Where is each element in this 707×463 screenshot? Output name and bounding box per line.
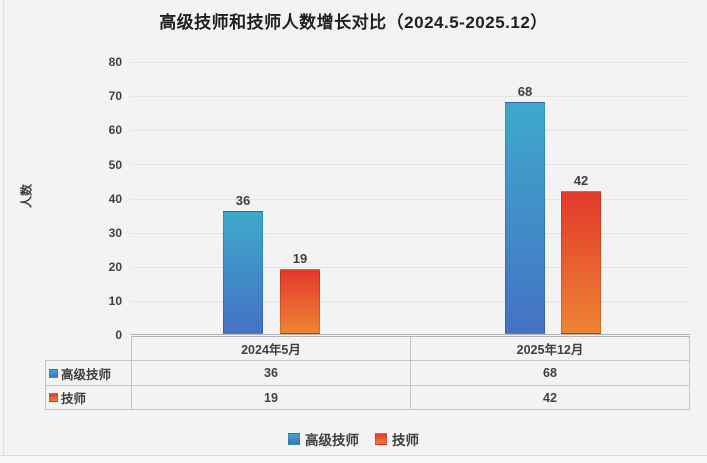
bar-technician-2025: [561, 191, 601, 334]
chart-legend: 高级技师 技师: [0, 429, 707, 449]
y-tick-80: 80: [108, 55, 122, 69]
gridline-30: [130, 233, 690, 234]
bar-label-technician-2024: 19: [292, 251, 308, 266]
data-table-value-technician-2025: 42: [410, 386, 690, 410]
legend-senior-swatch-icon: [288, 433, 300, 445]
data-table-value-technician-2024: 19: [131, 386, 410, 410]
data-table-value-senior-2024: 36: [131, 361, 410, 386]
legend-technician-label: 技师: [392, 433, 419, 448]
bar-group-senior-2024: 36: [223, 193, 263, 334]
chart-title: 高级技师和技师人数增长对比（2024.5-2025.12）: [159, 13, 548, 32]
y-tick-0: 0: [115, 328, 122, 342]
plot-area: 36 19 68 42: [130, 62, 690, 335]
data-table-corner-cell: [45, 336, 131, 361]
legend-senior-label: 高级技师: [305, 433, 359, 448]
legend-item-technician: 技师: [375, 429, 419, 449]
gridline-70: [130, 96, 690, 97]
bar-group-technician-2025: 42: [561, 173, 601, 334]
bar-senior-2025: [505, 102, 545, 334]
gridline-10: [130, 301, 690, 302]
data-table-value-senior-2025: 68: [410, 361, 690, 386]
data-table-header-2025: 2025年12月: [410, 336, 690, 361]
data-table-header-2024: 2024年5月: [131, 336, 410, 361]
bar-technician-2024: [280, 269, 320, 334]
y-tick-40: 40: [108, 192, 122, 206]
series-senior-label: 高级技师: [61, 367, 112, 382]
y-tick-30: 30: [108, 226, 122, 240]
bar-senior-2024: [223, 211, 263, 334]
y-tick-20: 20: [108, 260, 122, 274]
legend-item-senior: 高级技师: [288, 429, 359, 449]
data-table-rowkey-senior: 高级技师: [45, 361, 131, 386]
bar-group-senior-2025: 68: [505, 84, 545, 334]
bar-label-technician-2025: 42: [573, 173, 589, 188]
series-technician-key-icon: [49, 393, 58, 402]
y-tick-10: 10: [108, 294, 122, 308]
gridline-50: [130, 164, 690, 165]
chart-frame-bottom-border: [0, 455, 707, 463]
chart-frame-left-border: [3, 0, 4, 455]
y-axis-title: 人数: [19, 183, 34, 209]
gridline-80: [130, 62, 690, 63]
y-tick-60: 60: [108, 123, 122, 137]
y-tick-70: 70: [108, 89, 122, 103]
series-senior-key-icon: [49, 368, 58, 378]
data-table-rowkey-technician: 技师: [45, 386, 131, 410]
series-technician-label: 技师: [61, 392, 87, 406]
data-table: 2024年5月 2025年12月 高级技师 36 68 技师 19 42: [45, 336, 690, 410]
gridline-20: [130, 267, 690, 268]
gridline-60: [130, 130, 690, 131]
bar-label-senior-2025: 68: [517, 84, 533, 99]
legend-technician-swatch-icon: [375, 433, 387, 445]
bar-label-senior-2024: 36: [235, 193, 251, 208]
bar-group-technician-2024: 19: [280, 251, 320, 334]
y-tick-50: 50: [108, 158, 122, 172]
gridline-40: [130, 199, 690, 200]
